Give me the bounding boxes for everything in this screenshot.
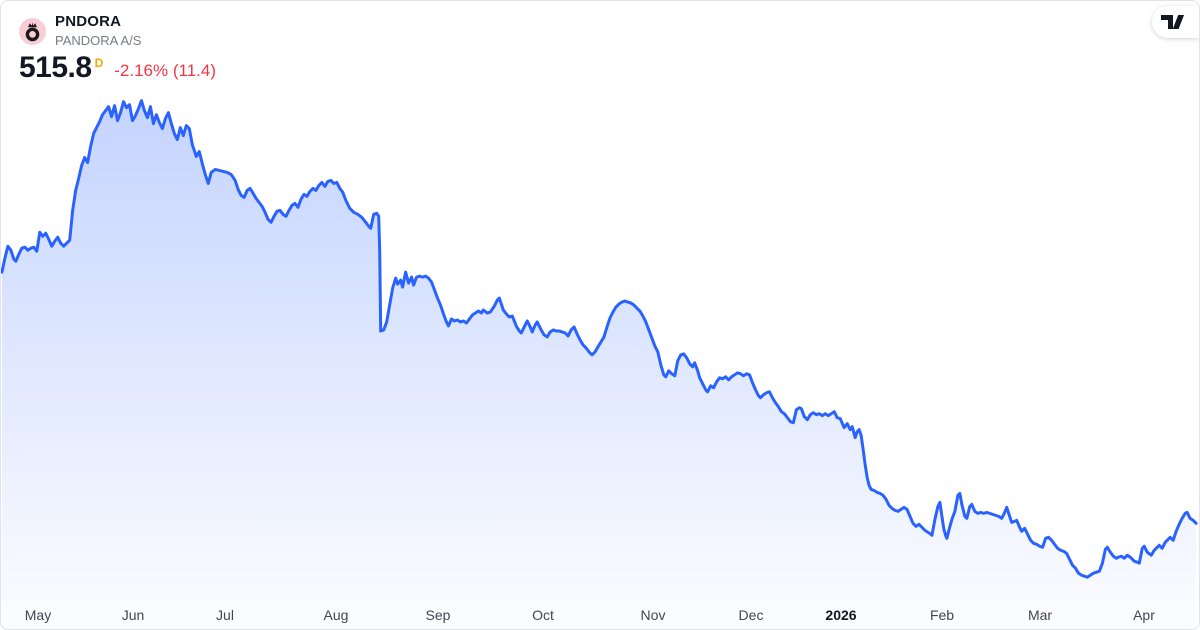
interval-badge: D bbox=[94, 56, 104, 70]
x-tick-aug: Aug bbox=[323, 607, 349, 623]
x-tick-sep: Sep bbox=[425, 607, 451, 623]
tradingview-logo-icon bbox=[1161, 15, 1184, 29]
price-change: -2.16% (11.4) bbox=[114, 60, 216, 80]
x-tick-apr: Apr bbox=[1133, 607, 1155, 623]
x-tick-feb: Feb bbox=[929, 607, 955, 623]
tradingview-badge[interactable] bbox=[1152, 6, 1199, 38]
x-tick-may: May bbox=[24, 607, 52, 623]
last-price: 515.8 bbox=[19, 51, 92, 84]
x-tick-jul: Jul bbox=[216, 607, 234, 623]
symbol-company-name: PANDORA A/S bbox=[55, 32, 142, 48]
x-tick-nov: Nov bbox=[640, 607, 666, 623]
symbol-header[interactable]: PNDORA PANDORA A/S 515.8 D -2.16% (11.4) bbox=[19, 13, 216, 83]
x-axis: May Jun Jul Aug Sep Oct Nov Dec 2026 Feb Mar Apr bbox=[1, 607, 1199, 629]
x-tick-2026: 2026 bbox=[825, 607, 857, 623]
pandora-ring-crown-icon bbox=[25, 21, 40, 41]
x-tick-mar: Mar bbox=[1027, 607, 1053, 623]
x-tick-dec: Dec bbox=[738, 607, 764, 623]
x-tick-jun: Jun bbox=[121, 607, 145, 623]
symbol-logo bbox=[19, 17, 46, 45]
price-line bbox=[1, 99, 1198, 579]
area-fill bbox=[1, 100, 1197, 629]
symbol-ticker[interactable]: PNDORA bbox=[55, 13, 122, 30]
x-tick-oct: Oct bbox=[532, 607, 554, 623]
